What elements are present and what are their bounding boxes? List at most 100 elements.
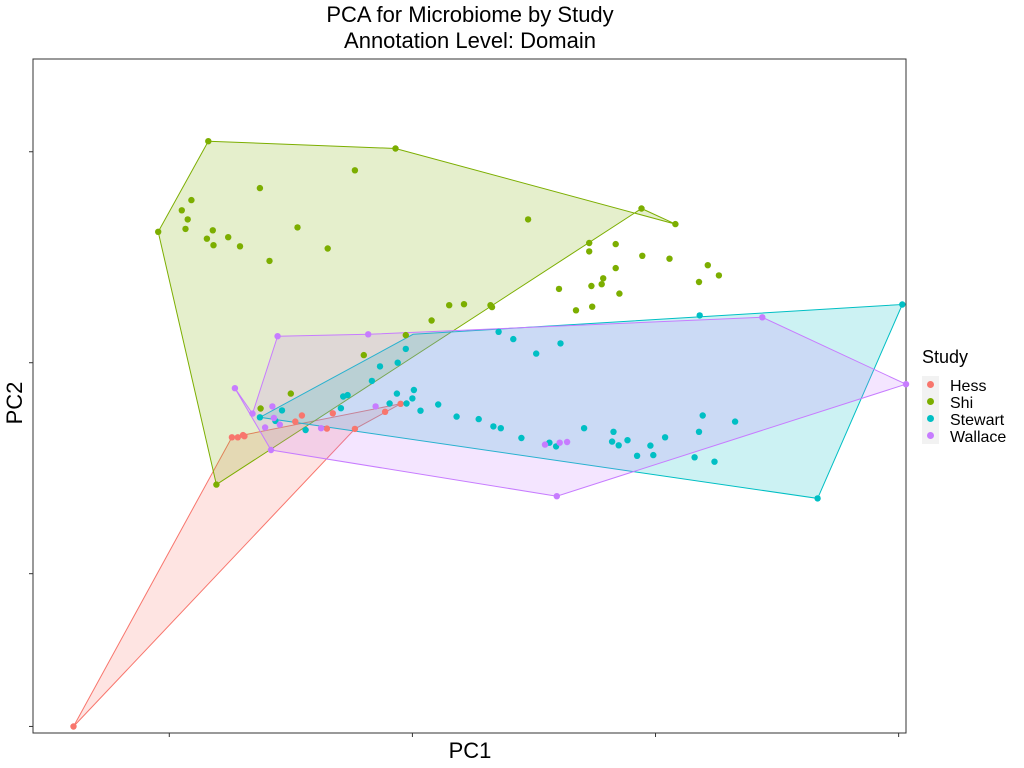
point-hess — [70, 723, 77, 730]
point-stewart — [711, 458, 718, 465]
point-shi — [586, 239, 593, 247]
point-stewart — [661, 434, 669, 441]
y-axis-title: PC2 — [2, 382, 27, 425]
plot-panel — [32, 58, 907, 734]
point-wallace — [556, 439, 563, 446]
point-hess — [292, 418, 299, 425]
point-stewart — [302, 426, 309, 434]
point-shi — [360, 351, 367, 359]
point-wallace — [317, 425, 325, 432]
point-wallace — [372, 403, 379, 410]
point-shi — [236, 243, 244, 250]
point-stewart — [814, 495, 821, 502]
point-wallace — [563, 438, 571, 446]
point-stewart — [409, 395, 416, 402]
point-shi — [616, 290, 623, 297]
point-shi — [256, 184, 264, 192]
point-stewart — [453, 413, 460, 420]
point-stewart — [497, 425, 504, 432]
point-shi — [555, 285, 563, 293]
point-shi — [324, 245, 331, 252]
legend-label-hess: Hess — [950, 378, 986, 395]
point-wallace — [267, 446, 275, 454]
point-shi — [351, 167, 359, 174]
legend-label-shi: Shi — [950, 395, 973, 412]
point-stewart — [402, 345, 409, 353]
point-stewart — [731, 418, 739, 425]
point-stewart — [368, 377, 376, 385]
point-stewart — [490, 423, 497, 430]
point-shi — [695, 278, 703, 286]
point-stewart — [278, 407, 286, 414]
point-hess — [351, 425, 359, 433]
point-stewart — [495, 328, 502, 335]
point-shi — [715, 272, 723, 279]
point-stewart — [256, 414, 264, 421]
point-stewart — [410, 386, 418, 394]
point-shi — [446, 302, 453, 309]
point-hess — [298, 412, 306, 419]
point-stewart — [650, 451, 657, 459]
point-shi — [586, 248, 593, 255]
point-shi — [589, 303, 596, 310]
point-shi — [402, 331, 409, 339]
point-stewart — [417, 407, 424, 414]
point-shi — [182, 225, 189, 233]
point-stewart — [633, 452, 641, 459]
point-shi — [392, 145, 399, 152]
point-shi — [612, 264, 619, 272]
point-shi — [600, 275, 607, 282]
axis-ticks — [29, 151, 900, 737]
point-wallace — [270, 414, 278, 422]
point-stewart — [344, 391, 351, 399]
point-shi — [588, 282, 595, 290]
point-stewart — [615, 442, 622, 449]
point-shi — [225, 234, 232, 241]
point-wallace — [261, 424, 269, 431]
point-stewart — [624, 437, 631, 444]
legend-label-stewart: Stewart — [950, 412, 1005, 429]
point-shi — [612, 240, 619, 248]
point-shi — [257, 405, 264, 412]
point-stewart — [533, 350, 540, 357]
point-hess — [381, 408, 389, 415]
legend-swatch-hess — [927, 381, 934, 388]
point-shi — [155, 228, 162, 235]
point-hess — [234, 434, 241, 441]
legend-title: Study — [922, 347, 968, 367]
point-shi — [203, 235, 211, 242]
point-stewart — [337, 405, 345, 412]
hull-layer — [73, 140, 908, 727]
point-stewart — [510, 335, 517, 343]
chart-title: PCA for Microbiome by Study — [326, 2, 613, 27]
point-stewart — [899, 301, 906, 308]
point-shi — [638, 205, 645, 212]
point-shi — [704, 262, 711, 269]
point-wallace — [759, 314, 766, 321]
point-wallace — [274, 333, 281, 340]
point-wallace — [276, 421, 283, 428]
point-stewart — [386, 400, 393, 407]
point-stewart — [376, 363, 384, 370]
point-stewart — [691, 454, 698, 461]
point-stewart — [695, 428, 703, 435]
point-shi — [666, 255, 673, 262]
point-stewart — [557, 340, 564, 347]
point-shi — [213, 481, 220, 488]
point-hess — [228, 434, 236, 441]
point-stewart — [580, 425, 588, 432]
point-wallace — [269, 403, 276, 410]
legend-swatch-shi — [927, 398, 934, 405]
point-wallace — [365, 331, 372, 338]
point-shi — [178, 207, 185, 214]
point-stewart — [475, 415, 482, 423]
point-shi — [428, 317, 435, 324]
point-shi — [209, 227, 216, 234]
legend-label-wallace: Wallace — [950, 429, 1006, 446]
point-shi — [188, 196, 195, 204]
point-stewart — [610, 428, 617, 435]
point-stewart — [699, 412, 706, 419]
